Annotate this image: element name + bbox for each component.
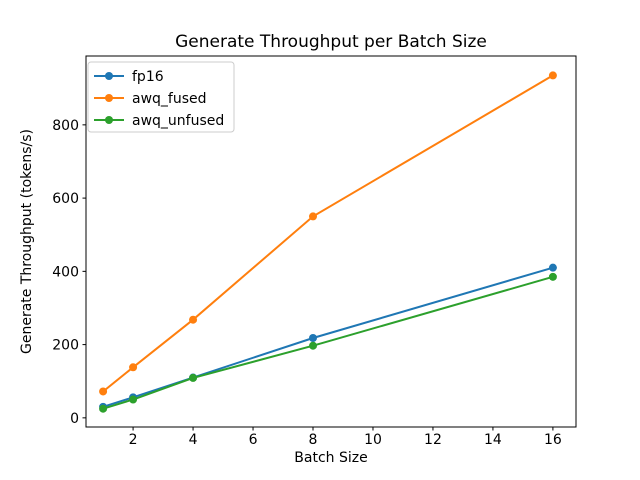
series-layer <box>99 71 557 413</box>
data-point-awq_fused-batch-2 <box>129 363 138 372</box>
x-tick-label: 14 <box>484 432 502 448</box>
y-axis-label: Generate Throughput (tokens/s) <box>19 129 35 354</box>
x-tick-label: 8 <box>309 432 318 448</box>
data-point-awq_fused-batch-16 <box>548 71 557 80</box>
data-point-awq_unfused-batch-8 <box>309 341 318 350</box>
data-point-awq_unfused-batch-1 <box>99 404 108 413</box>
plot-border <box>85 55 577 428</box>
data-point-awq_fused-batch-4 <box>189 315 198 324</box>
legend-label-fp16: fp16 <box>132 69 164 85</box>
legend: fp16 awq_fused awq_unfused <box>87 61 235 133</box>
y-tick-label: 200 <box>52 338 79 354</box>
y-tick-label: 800 <box>52 118 79 134</box>
chart-title: Generate Throughput per Batch Size <box>175 32 487 52</box>
legend-label-awq_unfused: awq_unfused <box>132 113 224 129</box>
x-tick-label: 2 <box>129 432 138 448</box>
data-point-fp16-batch-8 <box>309 334 318 343</box>
series-line-awq_unfused <box>102 275 554 410</box>
legend-marker-fp16 <box>105 72 113 80</box>
data-point-awq_fused-batch-8 <box>309 212 318 221</box>
data-point-awq_unfused-batch-16 <box>548 272 557 281</box>
y-tick-label: 600 <box>52 191 79 207</box>
data-point-awq_fused-batch-1 <box>99 387 108 396</box>
y-tick-label: 0 <box>70 411 79 427</box>
legend-marker-awq_fused <box>105 94 113 102</box>
tick-layer: 2 4 6 8 10 12 14 16 0 200 400 600 800 <box>52 118 562 448</box>
data-point-awq_unfused-batch-4 <box>189 373 198 382</box>
legend-marker-awq_unfused <box>105 116 113 124</box>
data-point-fp16-batch-16 <box>548 263 557 272</box>
x-tick-label: 4 <box>189 432 198 448</box>
legend-label-awq_fused: awq_fused <box>132 91 207 107</box>
data-point-awq_unfused-batch-2 <box>129 395 138 404</box>
x-axis-label: Batch Size <box>294 450 367 466</box>
legend-box <box>87 61 235 133</box>
x-tick-label: 6 <box>249 432 258 448</box>
x-tick-label: 12 <box>424 432 442 448</box>
x-tick-label: 10 <box>364 432 382 448</box>
x-tick-label: 16 <box>544 432 562 448</box>
y-tick-label: 400 <box>52 264 79 280</box>
